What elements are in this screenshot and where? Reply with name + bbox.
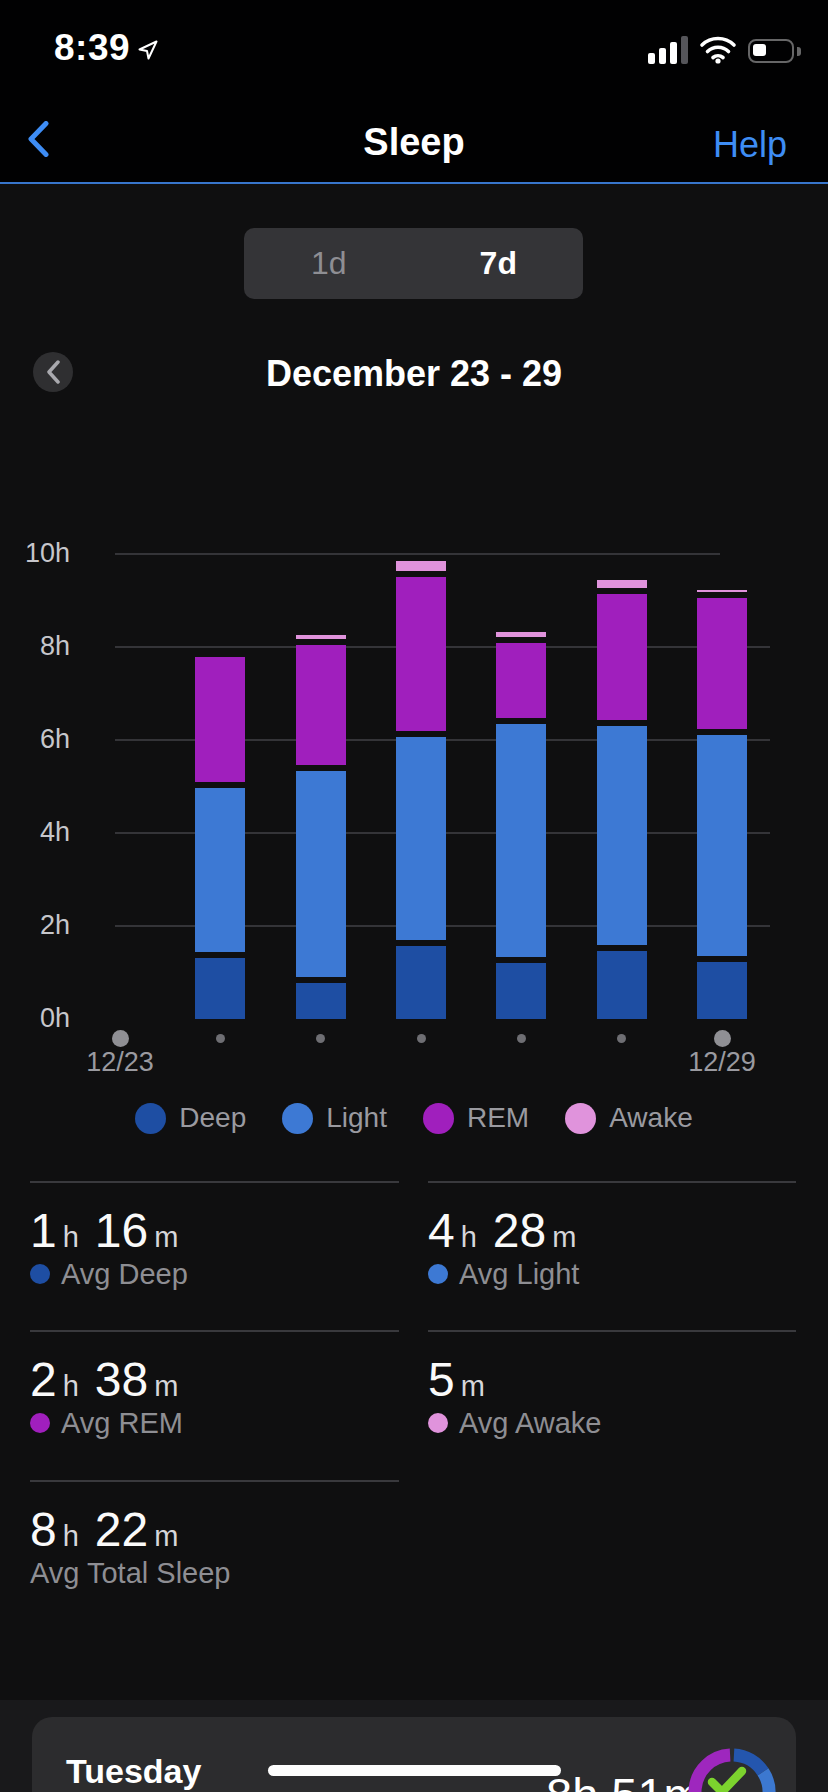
- bar-12/28-rem[interactable]: [597, 594, 647, 720]
- stat-value: 4h28m: [428, 1207, 796, 1255]
- day-card-progress-bar: [268, 1765, 561, 1776]
- bar-12/24-deep[interactable]: [195, 958, 245, 1019]
- range-option-1d[interactable]: 1d: [244, 228, 414, 299]
- bar-12/25-light[interactable]: [296, 771, 346, 977]
- page-title: Sleep: [0, 121, 828, 164]
- stat-avg-rem: 2h38mAvg REM: [30, 1330, 399, 1450]
- x-axis-label: 12/23: [50, 1047, 190, 1078]
- range-option-7d[interactable]: 7d: [414, 228, 584, 299]
- bar-12/24-rem[interactable]: [195, 657, 245, 782]
- battery-icon: [748, 39, 794, 63]
- day-axis-dot: [417, 1034, 426, 1043]
- stat-value: 5m: [428, 1356, 796, 1404]
- day-card-duration: 8h 51m: [546, 1767, 703, 1792]
- bottom-section: Tuesday 8h 51m: [0, 1700, 828, 1792]
- legend-item-rem: REM: [423, 1101, 529, 1135]
- stat-avg-awake: 5mAvg Awake: [428, 1330, 796, 1450]
- bar-12/27-awake[interactable]: [496, 632, 546, 637]
- day-axis-dot: [112, 1030, 129, 1047]
- stat-avg-deep: 1h16mAvg Deep: [30, 1181, 399, 1301]
- legend-dot-light: [282, 1103, 313, 1134]
- cellular-signal-icon: [648, 36, 692, 64]
- chart-gridline: [115, 553, 720, 555]
- legend-item-awake: Awake: [565, 1101, 693, 1135]
- y-axis-label: 10h: [10, 538, 70, 569]
- bar-12/25-rem[interactable]: [296, 645, 346, 765]
- y-axis-label: 2h: [10, 910, 70, 941]
- stat-label: Avg REM: [30, 1406, 399, 1440]
- period-title: December 23 - 29: [0, 353, 828, 395]
- bar-12/26-light[interactable]: [396, 737, 446, 940]
- bar-12/29-light[interactable]: [697, 735, 747, 956]
- day-axis-dot: [617, 1034, 626, 1043]
- chart-legend: Deep Light REM Awake: [0, 1101, 828, 1135]
- wifi-icon: [699, 36, 737, 64]
- battery-fill: [753, 44, 766, 56]
- y-axis-label: 4h: [10, 817, 70, 848]
- stat-label: Avg Total Sleep: [30, 1556, 399, 1590]
- bar-12/29-awake[interactable]: [697, 590, 747, 592]
- bar-12/24-light[interactable]: [195, 788, 245, 952]
- bar-12/27-deep[interactable]: [496, 963, 546, 1019]
- stat-dot: [30, 1413, 50, 1433]
- stat-dot: [428, 1264, 448, 1284]
- stat-avg-light: 4h28mAvg Light: [428, 1181, 796, 1301]
- stat-avg-total-sleep: 8h22mAvg Total Sleep: [30, 1480, 399, 1600]
- bar-12/29-deep[interactable]: [697, 962, 747, 1019]
- y-axis-label: 8h: [10, 631, 70, 662]
- bar-12/26-rem[interactable]: [396, 577, 446, 731]
- legend-dot-rem: [423, 1103, 454, 1134]
- stat-value: 1h16m: [30, 1207, 399, 1255]
- day-axis-dot: [714, 1030, 731, 1047]
- legend-item-light: Light: [282, 1101, 387, 1135]
- bar-12/29-rem[interactable]: [697, 598, 747, 729]
- bar-12/27-rem[interactable]: [496, 643, 546, 718]
- sleep-score-ring: [688, 1748, 776, 1792]
- sleep-screen: 8:39 Sleep Help 1d 7d Decem: [0, 0, 828, 1792]
- status-time: 8:39: [54, 27, 130, 69]
- legend-dot-awake: [565, 1103, 596, 1134]
- y-axis-label: 0h: [10, 1003, 70, 1034]
- legend-label: Awake: [609, 1102, 693, 1134]
- range-selector: 1d 7d: [244, 228, 583, 299]
- legend-label: REM: [467, 1102, 529, 1134]
- stat-label: Avg Deep: [30, 1257, 399, 1291]
- stat-value: 8h22m: [30, 1506, 399, 1554]
- day-summary-card[interactable]: Tuesday 8h 51m: [32, 1717, 796, 1792]
- x-axis-label: 12/29: [652, 1047, 792, 1078]
- bar-12/28-deep[interactable]: [597, 951, 647, 1019]
- location-icon: [137, 39, 159, 61]
- bar-12/27-light[interactable]: [496, 724, 546, 957]
- day-axis-dot: [216, 1034, 225, 1043]
- y-axis-label: 6h: [10, 724, 70, 755]
- stat-dot: [30, 1264, 50, 1284]
- day-card-title: Tuesday: [66, 1752, 201, 1791]
- check-icon: [712, 1771, 742, 1792]
- bar-12/28-light[interactable]: [597, 726, 647, 945]
- battery-nipple: [797, 47, 801, 56]
- day-axis-dot: [316, 1034, 325, 1043]
- bar-12/28-awake[interactable]: [597, 580, 647, 588]
- stat-dot: [428, 1413, 448, 1433]
- bar-12/26-awake[interactable]: [396, 561, 446, 571]
- legend-dot-deep: [135, 1103, 166, 1134]
- stat-label: Avg Light: [428, 1257, 796, 1291]
- stat-label: Avg Awake: [428, 1406, 796, 1440]
- day-axis-dot: [517, 1034, 526, 1043]
- top-bars: 8:39 Sleep Help: [0, 0, 828, 184]
- stat-value: 2h38m: [30, 1356, 399, 1404]
- bar-12/25-awake[interactable]: [296, 635, 346, 639]
- legend-label: Light: [326, 1102, 387, 1134]
- legend-item-deep: Deep: [135, 1101, 246, 1135]
- bar-12/25-deep[interactable]: [296, 983, 346, 1019]
- help-button[interactable]: Help: [713, 124, 787, 166]
- legend-label: Deep: [179, 1102, 246, 1134]
- bar-12/26-deep[interactable]: [396, 946, 446, 1019]
